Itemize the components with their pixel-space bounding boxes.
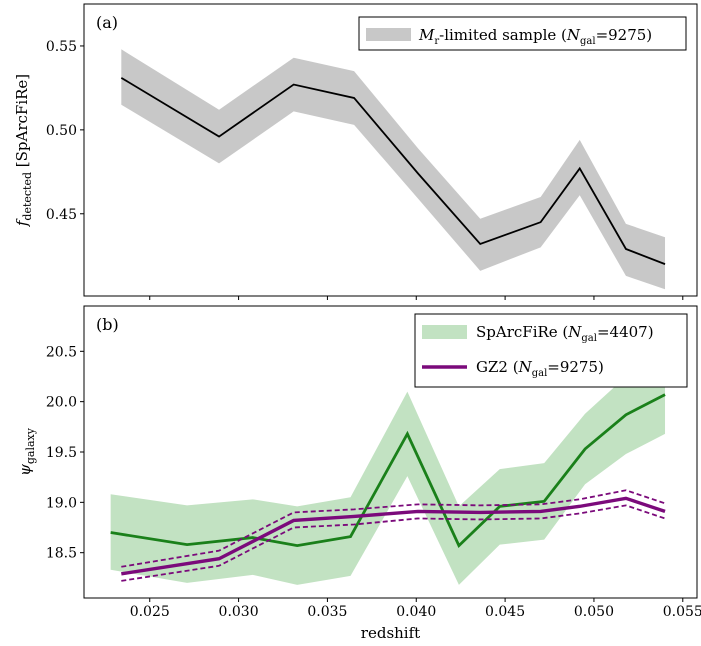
legend: Mr-limited sample (Ngal=9275) (358, 16, 687, 51)
y-tick-label: 18.5 (46, 546, 77, 562)
x-tick-label: 0.050 (574, 604, 614, 620)
panel-b: 0.025 0.030 0.035 0.040 0.045 0.050 0.055 18.5 1… (16, 305, 701, 642)
series-lower-line-1 (121, 504, 666, 582)
panel-label: (a) (96, 13, 118, 32)
series-upper-line-1 (121, 489, 666, 568)
series-band-0 (121, 49, 666, 290)
legend: SpArcFiRe (Ngal=4407) GZ2 (Ngal=9275) (414, 313, 688, 388)
legend-swatch-band (422, 325, 467, 339)
x-tick-label: 0.055 (663, 604, 701, 620)
y-axis-label: fdetected [SpArcFiRe] (13, 74, 34, 227)
y-tick-label: 20.0 (46, 395, 77, 411)
x-tick-label: 0.040 (396, 604, 436, 620)
panel-label: (b) (96, 315, 119, 334)
series-line-0 (120, 77, 666, 265)
y-tick-label: 19.5 (46, 445, 77, 461)
panel-a: 0.45 0.50 0.55 (a) fdetected [SpArcFiRe] Mr-l… (13, 3, 698, 300)
y-axis-label: ψgalaxy (16, 427, 37, 476)
legend-label: SpArcFiRe (Ngal=4407) (476, 323, 654, 344)
legend-label: GZ2 (Ngal=9275) (476, 358, 604, 379)
x-axis-label: redshift (361, 624, 420, 642)
y-tick-label: 0.50 (46, 123, 77, 139)
y-tick-label: 20.5 (46, 344, 77, 360)
y-tick-label: 0.45 (46, 207, 77, 223)
y-tick-label: 19.0 (46, 495, 77, 511)
y-tick-label: 0.55 (46, 39, 77, 55)
x-tick-label: 0.045 (485, 604, 525, 620)
series-line-1 (121, 496, 666, 576)
x-tick-label: 0.030 (219, 604, 259, 620)
legend-frame (358, 16, 687, 51)
legend-label: Mr-limited sample (Ngal=9275) (418, 26, 652, 47)
x-tick-label: 0.035 (307, 604, 347, 620)
plot-frame (83, 3, 698, 297)
x-tick-label: 0.025 (130, 604, 170, 620)
